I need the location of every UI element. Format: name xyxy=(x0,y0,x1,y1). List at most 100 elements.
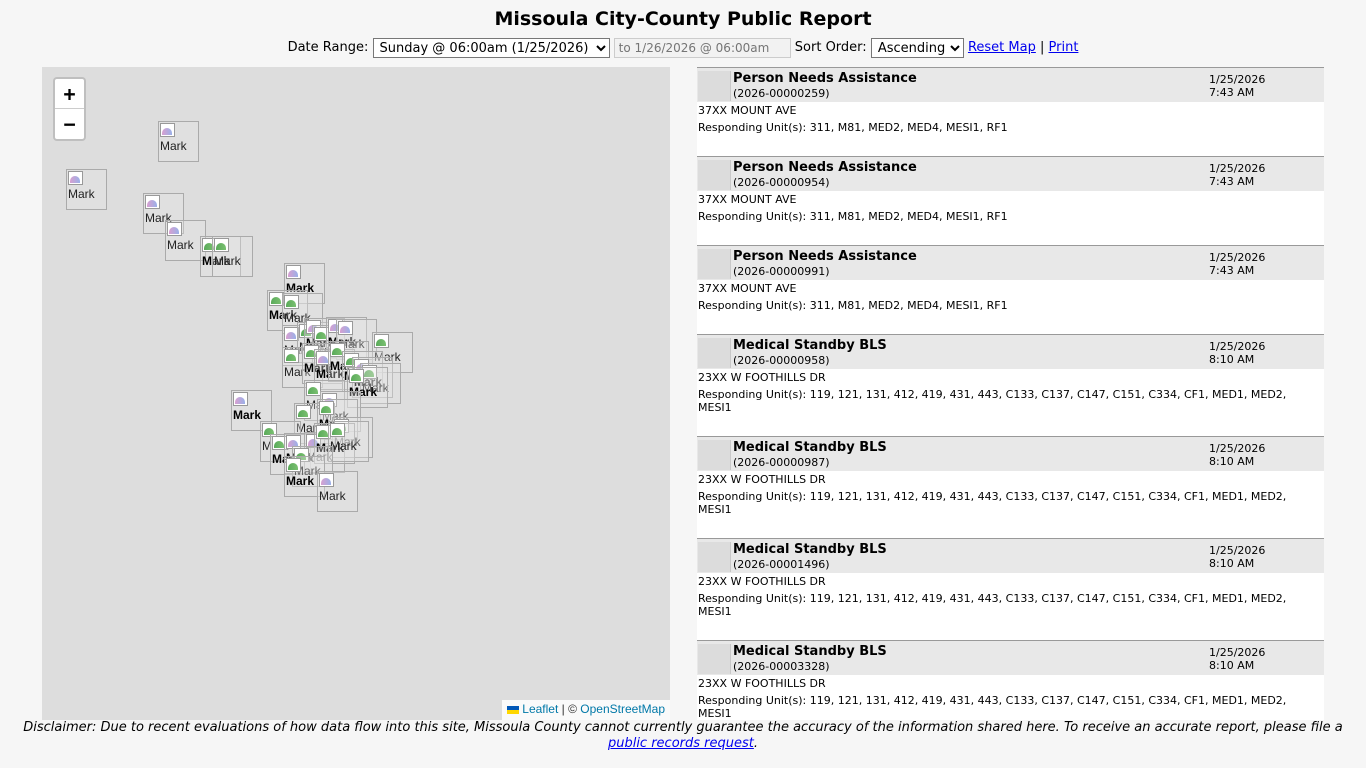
incident-time: 7:43 AM xyxy=(1209,264,1255,277)
broken-image-icon xyxy=(285,434,301,450)
incident-datetime: 1/25/2026 7:43 AM xyxy=(1209,162,1265,188)
link-separator: | xyxy=(1039,40,1045,55)
incident-item[interactable]: Medical Standby BLS (2026-00000958) 1/25/2… xyxy=(697,334,1324,436)
marker-alt-text: Mark xyxy=(306,450,333,464)
incident-datetime: 1/25/2026 8:10 AM xyxy=(1209,340,1265,366)
broken-image-icon xyxy=(261,422,277,438)
marker-alt-text: Mark xyxy=(284,365,311,379)
ukraine-flag-icon xyxy=(507,705,520,714)
incident-number: (2026-00000954) xyxy=(733,176,830,189)
incident-address: 37XX MOUNT AVE xyxy=(698,282,797,295)
incident-time: 7:43 AM xyxy=(1209,175,1255,188)
incident-item[interactable]: Person Needs Assistance (2026-00000991) 1/… xyxy=(697,245,1324,334)
broken-image-icon xyxy=(313,326,329,342)
incident-item[interactable]: Person Needs Assistance (2026-00000954) 1/… xyxy=(697,156,1324,245)
incident-marker[interactable]: Mark xyxy=(328,421,369,462)
incident-number: (2026-00003328) xyxy=(733,660,830,673)
marker-alt-text: Mark xyxy=(362,381,389,395)
broken-image-icon xyxy=(305,381,321,397)
incident-item[interactable]: Medical Standby BLS (2026-00001496) 1/25/2… xyxy=(697,538,1324,640)
sort-order-select[interactable]: Ascending xyxy=(870,38,964,58)
incident-datetime: 1/25/2026 8:10 AM xyxy=(1209,544,1265,570)
print-link[interactable]: Print xyxy=(1048,40,1079,55)
broken-image-icon xyxy=(213,237,229,253)
broken-image-icon xyxy=(283,294,299,310)
broken-image-icon xyxy=(144,194,160,210)
broken-image-icon xyxy=(315,424,331,440)
incident-address: 23XX W FOOTHILLS DR xyxy=(698,473,826,486)
incident-units: Responding Unit(s): 311, M81, MED2, MED4… xyxy=(698,210,1008,223)
incident-header: Medical Standby BLS (2026-00001496) 1/25/2… xyxy=(697,539,1324,573)
incident-item[interactable]: Medical Standby BLS (2026-00000987) 1/25/2… xyxy=(697,436,1324,538)
incident-number: (2026-00000259) xyxy=(733,87,830,100)
incident-units: Responding Unit(s): 119, 121, 131, 412, … xyxy=(698,490,1287,516)
incident-type: Medical Standby BLS xyxy=(733,440,887,455)
incident-header: Medical Standby BLS (2026-00000958) 1/25/2… xyxy=(697,335,1324,369)
broken-image-icon xyxy=(285,457,301,473)
incident-item[interactable]: Person Needs Assistance (2026-00000259) 1/… xyxy=(697,67,1324,156)
leaflet-link[interactable]: Leaflet xyxy=(522,702,559,716)
marker-alt-text: Mark xyxy=(319,489,346,503)
incident-icon xyxy=(698,71,731,101)
date-range-select[interactable]: Sunday @ 06:00am (1/25/2026) xyxy=(372,38,610,58)
incident-marker[interactable]: Mark xyxy=(360,363,401,404)
page-title: Missoula City-County Public Report xyxy=(494,8,872,30)
incident-datetime: 1/25/2026 7:43 AM xyxy=(1209,73,1265,99)
disclaimer: Disclaimer: Due to recent evaluations of… xyxy=(0,720,1366,752)
incident-marker[interactable]: Mark xyxy=(317,471,358,512)
marker-alt-text: Mark xyxy=(330,439,357,453)
incident-time: 8:10 AM xyxy=(1209,659,1255,672)
disclaimer-text: Disclaimer: Due to recent evaluations of… xyxy=(23,720,1343,735)
incident-marker[interactable]: Mark xyxy=(314,423,355,464)
marker-alt-text: Mark xyxy=(286,474,315,488)
incident-marker[interactable]: Mark xyxy=(284,456,325,497)
date-range-label: Date Range: xyxy=(287,40,369,55)
incident-marker[interactable]: Mark xyxy=(231,390,272,431)
incident-type: Person Needs Assistance xyxy=(733,249,917,264)
incident-icon xyxy=(698,160,731,190)
incident-units: Responding Unit(s): 119, 121, 131, 412, … xyxy=(698,388,1287,414)
incident-address: 23XX W FOOTHILLS DR xyxy=(698,371,826,384)
incident-marker[interactable]: Mark xyxy=(347,367,388,408)
broken-image-icon xyxy=(348,368,364,384)
incident-marker[interactable]: Mark xyxy=(66,169,107,210)
incident-map[interactable]: + − Mark Mark Mark Mark Mark Mark Mark Mark Mark… xyxy=(42,67,670,720)
incident-marker[interactable]: Mark xyxy=(158,121,199,162)
marker-alt-text: Mark xyxy=(269,308,298,322)
incident-units: Responding Unit(s): 311, M81, MED2, MED4… xyxy=(698,121,1008,134)
end-date-field[interactable] xyxy=(613,38,791,58)
incident-time: 7:43 AM xyxy=(1209,86,1255,99)
zoom-in-button[interactable]: + xyxy=(55,79,84,109)
broken-image-icon xyxy=(268,291,284,307)
incident-header: Person Needs Assistance (2026-00000259) 1/… xyxy=(697,68,1324,102)
broken-image-icon xyxy=(232,391,248,407)
broken-image-icon xyxy=(329,422,345,438)
filter-controls: Date Range: Sunday @ 06:00am (1/25/2026)… xyxy=(0,38,1366,59)
incident-marker[interactable]: Mark xyxy=(200,236,241,277)
broken-image-icon xyxy=(329,342,345,358)
incident-type: Medical Standby BLS xyxy=(733,338,887,353)
openstreetmap-link[interactable]: OpenStreetMap xyxy=(580,702,665,716)
broken-image-icon xyxy=(318,400,334,416)
incident-marker[interactable]: Mark xyxy=(212,236,253,277)
incident-date: 1/25/2026 xyxy=(1209,544,1266,557)
broken-image-icon xyxy=(283,348,299,364)
marker-alt-text: Mark xyxy=(349,385,378,399)
incident-time: 8:10 AM xyxy=(1209,455,1255,468)
broken-image-icon xyxy=(295,404,311,420)
public-records-request-link[interactable]: public records request xyxy=(607,736,754,751)
broken-image-icon xyxy=(373,333,389,349)
sort-order-label: Sort Order: xyxy=(794,40,867,55)
reset-map-link[interactable]: Reset Map xyxy=(967,40,1036,55)
incident-item[interactable]: Medical Standby BLS (2026-00003328) 1/25/2… xyxy=(697,640,1324,720)
incident-icon xyxy=(698,249,731,279)
incident-marker[interactable]: Mark xyxy=(165,220,206,261)
incident-number: (2026-00000987) xyxy=(733,456,830,469)
marker-alt-text: Mark xyxy=(316,367,345,381)
incident-date: 1/25/2026 xyxy=(1209,73,1266,86)
incident-date: 1/25/2026 xyxy=(1209,251,1266,264)
zoom-out-button[interactable]: − xyxy=(63,112,76,136)
incident-units: Responding Unit(s): 119, 121, 131, 412, … xyxy=(698,694,1287,720)
map-attribution: Leaflet | © OpenStreetMap xyxy=(502,700,670,720)
incident-type: Person Needs Assistance xyxy=(733,71,917,86)
